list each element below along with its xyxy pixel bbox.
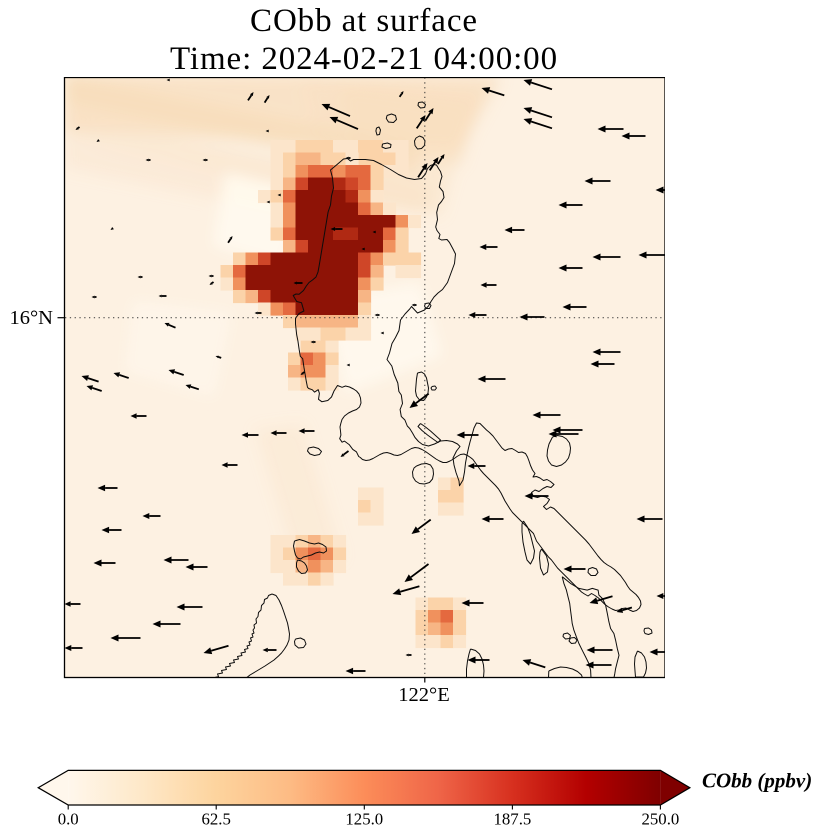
svg-text:0.0: 0.0: [58, 810, 79, 829]
svg-text:125.0: 125.0: [345, 810, 383, 829]
svg-text:187.5: 187.5: [494, 810, 532, 829]
svg-text:62.5: 62.5: [202, 810, 231, 829]
svg-text:250.0: 250.0: [642, 810, 680, 829]
svg-text:CObb (ppbv): CObb (ppbv): [702, 769, 812, 793]
